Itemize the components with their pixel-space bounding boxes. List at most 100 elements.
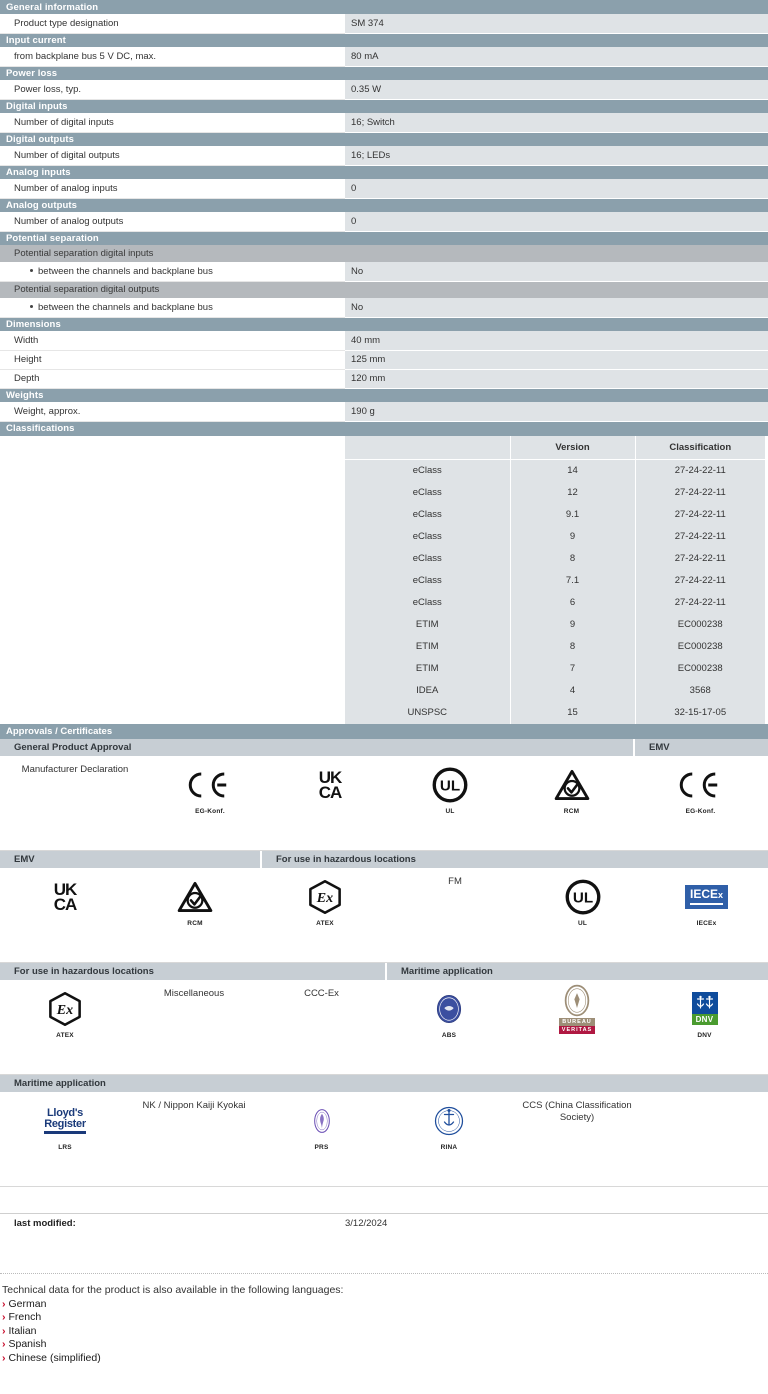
spec-value: 125 mm	[345, 350, 768, 370]
certification-caption: UL	[445, 807, 455, 815]
certification-logo: DNV DNV	[641, 980, 768, 1074]
classifications-cell: 9	[510, 613, 636, 636]
footer-divider	[0, 1272, 768, 1274]
approval-band-header: Maritime application	[0, 1074, 768, 1092]
classifications-cell: 8	[510, 547, 636, 570]
spec-row: Number of analog outputs 0	[0, 212, 768, 232]
approval-band-body: Manufacturer Declaration EG-Konf. UK CA UL UL…	[0, 755, 768, 851]
classifications-cell: 27-24-22-11	[674, 487, 726, 498]
specifications-table: General information Product type designat…	[0, 0, 768, 422]
section-header: Analog outputs	[0, 198, 768, 212]
certification-caption: ABS	[441, 1031, 457, 1039]
sub-header-spacer	[345, 281, 768, 298]
spec-row: Number of digital outputs 16; LEDs	[0, 146, 768, 166]
classifications-cell: eClass	[345, 569, 511, 592]
spec-label: Number of digital inputs	[0, 113, 345, 133]
table-row: eClass 9.1 27-24-22-11	[345, 503, 765, 526]
spec-label: Number of digital outputs	[0, 146, 345, 166]
classifications-column-header: Version	[510, 435, 636, 460]
certification-caption: EG-Konf.	[685, 807, 716, 815]
certification-text	[641, 1092, 768, 1186]
language-label: Chinese (simplified)	[8, 1351, 101, 1364]
certification-text: NK / Nippon Kaiji Kyokai	[130, 1092, 258, 1186]
atex-mark-icon: Ex	[47, 988, 83, 1030]
chevron-right-icon: ›	[2, 1297, 6, 1310]
approval-category-label: Maritime application	[14, 1077, 106, 1089]
certification-label: FM	[448, 875, 462, 887]
certification-logo: RCM	[510, 756, 633, 850]
certification-caption: LRS	[58, 1143, 72, 1151]
section-header-label: Analog inputs	[0, 165, 768, 179]
approval-category-label: General Product Approval	[14, 741, 132, 753]
classifications-cell: IDEA	[345, 679, 511, 702]
classifications-cell: eClass	[345, 481, 511, 504]
table-row: UNSPSC 15 32-15-17-05	[345, 701, 765, 724]
section-header-label: Potential separation	[0, 231, 768, 245]
languages-block: Technical data for the product is also a…	[0, 1284, 768, 1366]
certification-logo: Lloyd's Register LRS	[0, 1092, 130, 1186]
certification-logo: ABS	[385, 980, 513, 1074]
classifications-cell: 27-24-22-11	[674, 597, 726, 608]
certification-logo: UL UL	[520, 868, 645, 962]
language-link[interactable]: › French	[2, 1311, 768, 1325]
language-link[interactable]: › Spanish	[2, 1338, 768, 1352]
spec-value: No	[345, 262, 768, 282]
language-link[interactable]: › German	[2, 1298, 768, 1312]
language-link[interactable]: › Italian	[2, 1325, 768, 1339]
certification-caption: ATEX	[316, 919, 334, 927]
chevron-right-icon: ›	[2, 1311, 6, 1323]
spec-label: Height	[0, 350, 345, 370]
section-header-label: Power loss	[0, 66, 768, 80]
classifications-cell: EC000238	[677, 663, 723, 674]
certification-label: Miscellaneous	[163, 987, 225, 999]
certification-text: CCC-Ex	[258, 980, 385, 1074]
certification-caption: UL	[577, 919, 588, 927]
table-row: eClass 14 27-24-22-11	[345, 459, 765, 482]
approvals-bands: General Product Approval EMV Manufacturer …	[0, 738, 768, 1187]
approval-band-header: General Product Approval EMV	[0, 738, 768, 756]
spec-row: Height 125 mm	[0, 350, 768, 370]
spec-row: Weight, approx. 190 g	[0, 402, 768, 422]
classifications-cell: 27-24-22-11	[674, 465, 726, 477]
table-row: IDEA 4 3568	[345, 679, 765, 702]
certification-caption: RCM	[187, 919, 203, 927]
section-header: Digital outputs	[0, 132, 768, 146]
spec-label: Width	[0, 331, 345, 351]
certification-text: Manufacturer Declaration	[0, 756, 150, 850]
classifications-cell: 27-24-22-11	[674, 509, 726, 520]
spec-value: 0	[345, 179, 768, 199]
language-link[interactable]: › Chinese (simplified)	[2, 1352, 768, 1366]
spec-row: Width 40 mm	[0, 331, 768, 351]
table-row: ETIM 8 EC000238	[345, 635, 765, 658]
classifications-table-wrapper: Version Classification eClass 14 27-24-22-11…	[0, 435, 768, 724]
classifications-cell: 27-24-22-11	[674, 531, 726, 542]
svg-text:Ex: Ex	[316, 890, 333, 906]
section-header: Weights	[0, 388, 768, 402]
table-row: eClass 12 27-24-22-11	[345, 481, 765, 504]
section-header-label: Digital outputs	[0, 132, 768, 146]
certification-caption: PRS	[314, 1143, 329, 1151]
section-header: Analog inputs	[0, 165, 768, 179]
approval-category-label: EMV	[14, 853, 35, 865]
classifications-cell: eClass	[345, 459, 511, 482]
classifications-cell: 12	[510, 481, 636, 504]
table-row: ETIM 7 EC000238	[345, 657, 765, 680]
certification-logo: Ex ATEX	[260, 868, 390, 962]
certification-text: FM	[390, 868, 520, 962]
approvals-section-header: Approvals / Certificates	[0, 723, 768, 739]
spec-label-text: between the channels and backplane bus	[38, 301, 213, 313]
certification-label: CCS (China Classification Society)	[522, 1099, 632, 1123]
ukca-mark-icon: UK CA	[53, 879, 78, 914]
classifications-cell: 27-24-22-11	[674, 553, 726, 564]
language-label: French	[8, 1311, 42, 1323]
classifications-cell: 27-24-22-11	[674, 575, 726, 586]
certification-logo: IECEx IECEx	[645, 868, 768, 962]
prs-mark-icon	[309, 1100, 335, 1142]
section-header-label: Weights	[0, 388, 768, 402]
spec-label: Number of analog outputs	[0, 212, 345, 232]
classifications-cell: ETIM	[345, 613, 511, 636]
sub-header-row: Potential separation digital inputs	[0, 245, 768, 262]
table-row: eClass 6 27-24-22-11	[345, 591, 765, 614]
section-header-label: Analog outputs	[0, 198, 768, 212]
spec-label-text: between the channels and backplane bus	[38, 265, 213, 277]
